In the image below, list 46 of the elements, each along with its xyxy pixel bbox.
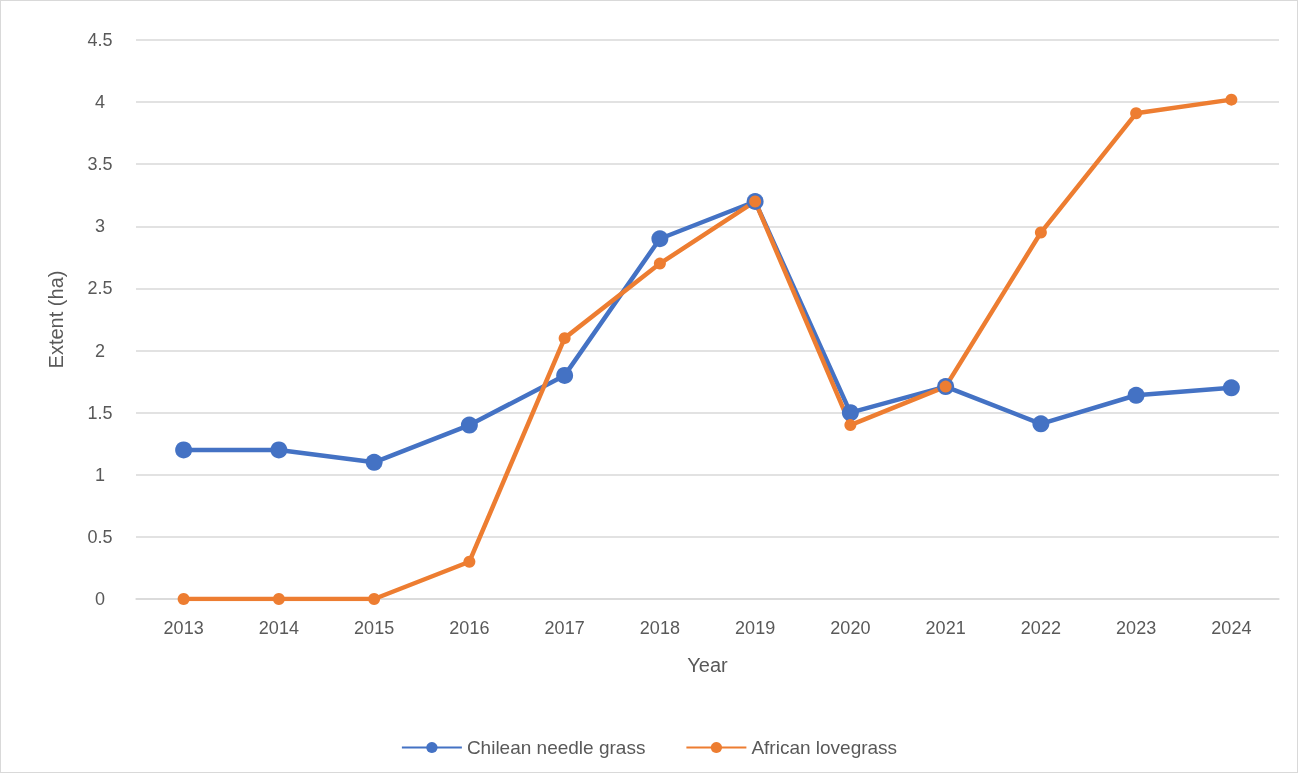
x-tick-label: 2023 xyxy=(1116,618,1157,638)
x-tick-label: 2021 xyxy=(925,618,966,638)
x-tick-label: 2016 xyxy=(449,618,490,638)
point xyxy=(1130,107,1143,120)
y-tick-label: 4 xyxy=(94,92,106,113)
y-tick-label: 1.5 xyxy=(87,402,113,423)
x-tick-label: 2015 xyxy=(354,618,395,638)
point xyxy=(463,555,476,568)
point xyxy=(558,332,571,345)
x-tick-label: 2013 xyxy=(163,618,204,638)
point xyxy=(270,441,288,459)
x-axis-title: Year xyxy=(687,654,729,676)
x-tick-label: 2018 xyxy=(639,618,680,638)
x-tick-label: 2020 xyxy=(830,618,871,638)
y-tick-label: 3 xyxy=(94,216,106,237)
y-tick-label: 1 xyxy=(94,464,106,485)
y-tick-label: 2.5 xyxy=(87,278,113,299)
x-tick-label: 2014 xyxy=(258,618,299,638)
point xyxy=(651,230,669,248)
point xyxy=(1032,415,1050,433)
point xyxy=(175,441,193,459)
point xyxy=(368,593,381,605)
point xyxy=(177,593,190,605)
x-tick-label: 2024 xyxy=(1211,618,1252,638)
x-tick-label: 2019 xyxy=(735,618,776,638)
point xyxy=(556,366,574,384)
y-tick-label: 0.5 xyxy=(87,526,113,547)
point xyxy=(844,419,857,432)
legend-label: Chilean needle grass xyxy=(466,737,646,758)
point xyxy=(272,593,285,605)
x-tick-label: 2022 xyxy=(1020,618,1061,638)
y-tick-label: 2 xyxy=(94,340,106,361)
point xyxy=(1127,386,1145,404)
x-tick-label: 2017 xyxy=(544,618,585,638)
point xyxy=(1222,379,1240,397)
y-tick-label: 3.5 xyxy=(87,154,113,175)
point xyxy=(365,453,383,471)
y-axis-title: Extent (ha) xyxy=(45,270,67,369)
y-tick-label: 4.5 xyxy=(87,30,113,50)
legend-label: African lovegrass xyxy=(751,737,898,758)
y-tick-label: 0 xyxy=(94,589,106,609)
point xyxy=(460,416,478,434)
point xyxy=(841,404,859,422)
point xyxy=(1225,93,1238,106)
point xyxy=(1034,226,1047,239)
point xyxy=(653,257,666,270)
